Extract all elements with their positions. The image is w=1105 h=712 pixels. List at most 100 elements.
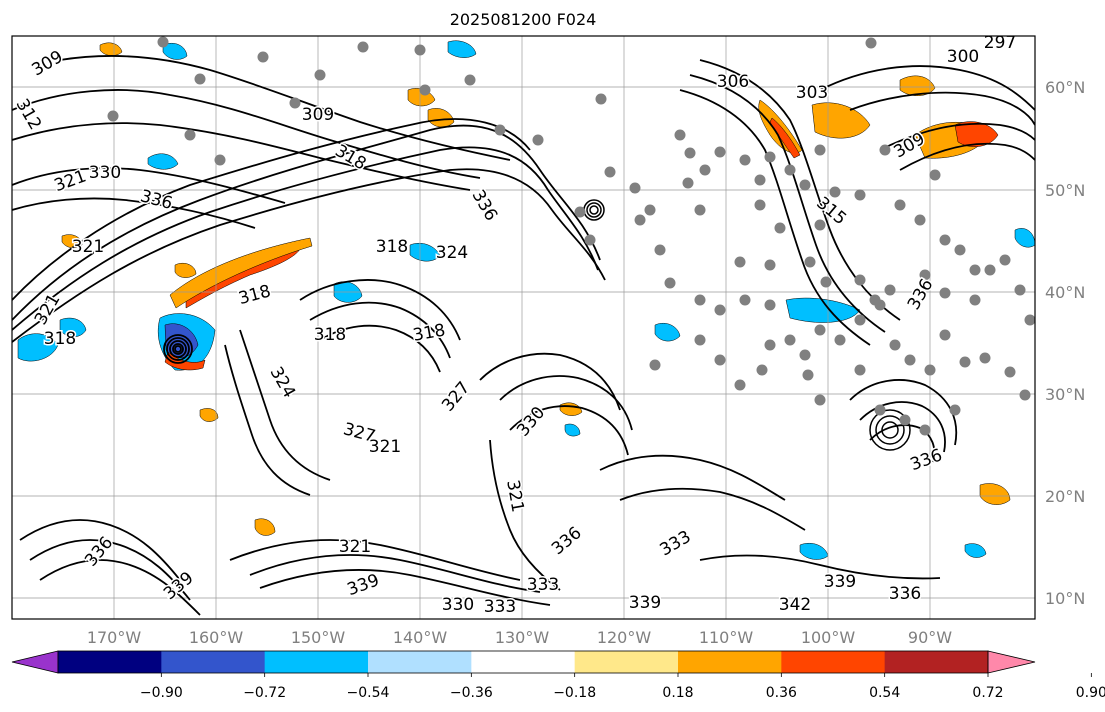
graticule bbox=[12, 36, 1035, 619]
contour-line bbox=[12, 167, 286, 204]
colorbar-extend-high bbox=[987, 650, 1036, 674]
contour-label: 333 bbox=[484, 597, 516, 617]
shaded-field-layer bbox=[17, 40, 1035, 560]
station-dot bbox=[464, 74, 476, 86]
station-dot bbox=[949, 404, 961, 416]
shaded-region bbox=[147, 153, 179, 170]
station-dot bbox=[494, 124, 506, 136]
colorbar-tick-label: 0.54 bbox=[869, 685, 900, 701]
station-dot bbox=[814, 324, 826, 336]
station-dot bbox=[734, 256, 746, 268]
contour-line bbox=[19, 519, 181, 581]
contour-line bbox=[39, 559, 201, 616]
station-dot bbox=[694, 294, 706, 306]
shaded-region bbox=[899, 75, 936, 96]
station-dot bbox=[764, 299, 776, 311]
station-dot bbox=[854, 189, 866, 201]
shaded-region bbox=[785, 297, 861, 323]
colorbar-segment bbox=[58, 651, 162, 673]
colorbar-segment bbox=[161, 651, 266, 673]
contour-line bbox=[849, 91, 1035, 126]
contour-line bbox=[12, 118, 531, 301]
station-dot bbox=[764, 151, 776, 163]
longitude-label: 160°W bbox=[189, 628, 244, 647]
station-dot bbox=[814, 219, 826, 231]
colorbar-segment bbox=[678, 651, 782, 673]
station-dot bbox=[734, 379, 746, 391]
station-dot bbox=[419, 84, 431, 96]
latitude-labels: 60°N 50°N 40°N 30°N 20°N 10°N bbox=[1045, 78, 1085, 608]
contour-line bbox=[699, 554, 941, 580]
station-dot bbox=[714, 354, 726, 366]
station-dot bbox=[357, 41, 369, 53]
station-dot bbox=[684, 147, 696, 159]
colorbar-tick-label: −0.90 bbox=[140, 685, 183, 701]
contour-layer bbox=[12, 55, 1035, 616]
contour-line bbox=[319, 324, 441, 373]
contour-line bbox=[239, 329, 331, 481]
contour-line bbox=[309, 301, 451, 359]
contour-label: 330 bbox=[89, 163, 121, 183]
contour-line bbox=[299, 279, 461, 341]
contour-line bbox=[12, 168, 606, 343]
shaded-region bbox=[174, 262, 197, 278]
station-dot bbox=[874, 404, 886, 416]
contour-label: 339 bbox=[824, 572, 856, 592]
colorbar-tick-label: 0.18 bbox=[662, 685, 693, 701]
contour-line bbox=[259, 569, 551, 606]
contour-line bbox=[509, 405, 629, 456]
station-dot bbox=[764, 259, 776, 271]
station-dot bbox=[674, 129, 686, 141]
station-dot bbox=[865, 37, 877, 49]
colorbar-extend-low bbox=[11, 650, 59, 674]
colorbar-segment bbox=[884, 651, 989, 673]
station-dot bbox=[714, 146, 726, 158]
longitude-label: 170°W bbox=[87, 628, 142, 647]
station-dot bbox=[754, 199, 766, 211]
station-dot bbox=[814, 144, 826, 156]
shaded-region bbox=[199, 408, 219, 422]
contour-label: 318 bbox=[376, 237, 408, 257]
station-dot bbox=[784, 164, 796, 176]
station-dot bbox=[939, 329, 951, 341]
contour-line bbox=[679, 89, 871, 346]
contour-line bbox=[29, 539, 191, 601]
colorbar-segment bbox=[574, 651, 679, 673]
shaded-region bbox=[654, 322, 681, 342]
contour-label: 306 bbox=[717, 72, 749, 92]
station-dot bbox=[854, 364, 866, 376]
contour-line bbox=[599, 454, 786, 501]
station-dot bbox=[919, 269, 931, 281]
contour-line bbox=[12, 197, 256, 229]
station-dot bbox=[634, 214, 646, 226]
contour-label: 342 bbox=[779, 595, 811, 615]
shaded-region bbox=[409, 242, 441, 262]
station-dot bbox=[799, 349, 811, 361]
shaded-region bbox=[17, 333, 59, 362]
shaded-region bbox=[979, 483, 1011, 505]
colorbar-tick-label: −0.72 bbox=[243, 685, 286, 701]
station-dot bbox=[764, 339, 776, 351]
contour-line bbox=[224, 344, 311, 496]
station-dot bbox=[774, 222, 786, 234]
station-dot bbox=[829, 186, 841, 198]
station-dot bbox=[584, 234, 596, 246]
station-dot bbox=[644, 204, 656, 216]
colorbar-tick-labels: −0.90 −0.72 −0.54 −0.36 −0.18 0.18 0.36 0.54 0.7… bbox=[140, 673, 1105, 701]
station-dot bbox=[889, 339, 901, 351]
station-dot bbox=[869, 294, 881, 306]
station-dot bbox=[649, 359, 661, 371]
colorbar-segment bbox=[781, 651, 886, 673]
contour-line bbox=[879, 122, 1035, 151]
station-dot bbox=[654, 244, 666, 256]
shaded-region bbox=[162, 42, 188, 60]
contour-label: 321 bbox=[339, 537, 371, 557]
station-dot bbox=[107, 110, 119, 122]
station-dot bbox=[289, 97, 301, 109]
station-dot bbox=[799, 179, 811, 191]
shaded-region bbox=[254, 518, 276, 536]
contour-line bbox=[59, 55, 511, 161]
station-dot bbox=[854, 314, 866, 326]
station-dot bbox=[954, 244, 966, 256]
